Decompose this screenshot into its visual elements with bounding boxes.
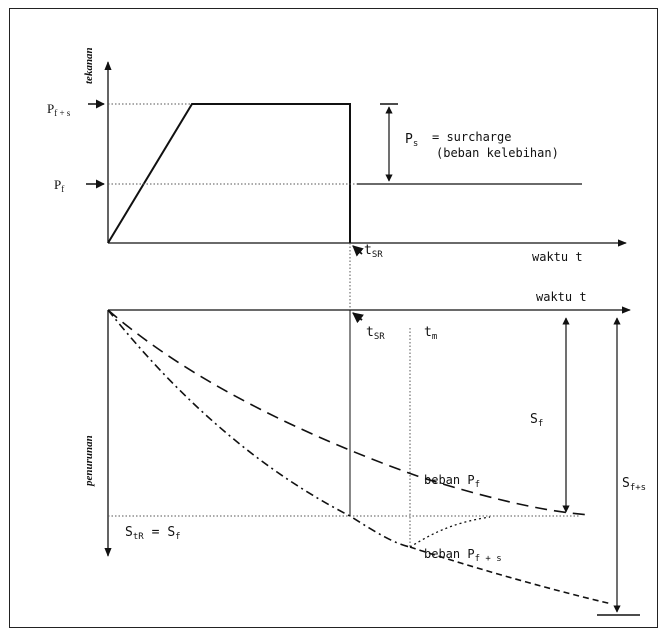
sfs-label: Sf+s	[622, 476, 646, 493]
stR-equals-sf-label: StR = Sf	[125, 525, 181, 542]
tsr-bottom-label: tSR	[366, 325, 385, 342]
ps-label: Ps	[405, 132, 418, 149]
waktu-t-bottom-label: waktu t	[536, 290, 587, 304]
tekanan-axis-label: tekanan	[83, 47, 95, 84]
sf-label: Sf	[530, 412, 543, 429]
pressure-load-line	[107, 103, 351, 244]
surcharge-text-line2: (beban kelebihan)	[436, 146, 559, 160]
rebound-dotted-curve	[409, 516, 491, 548]
pfs-label: Pf + s	[47, 101, 71, 118]
beban-pf-label: beban Pf	[424, 473, 480, 490]
beban-pf-curve	[107, 309, 591, 516]
diagram-frame	[9, 8, 658, 628]
beban-pfs-label: beban Pf + s	[424, 547, 502, 564]
tsr-bottom-pointer	[352, 312, 364, 324]
surcharge-text-line1: = surcharge	[432, 130, 511, 144]
pressure-chart: Pf + s Pf Ps = surcharge (beban kelebiha…	[47, 47, 627, 264]
waktu-t-top-label: waktu t	[532, 250, 583, 264]
beban-pfs-continuation	[409, 546, 613, 605]
tsr-top-pointer	[352, 245, 364, 257]
settlement-chart: waktu t penurunan tSR tm	[83, 290, 646, 616]
beban-pfs-curve	[107, 309, 411, 548]
tsr-top-label: tSR	[364, 243, 383, 260]
penurunan-axis-label: penurunan	[83, 435, 95, 487]
tm-label: tm	[424, 325, 437, 342]
pf-label: Pf	[54, 177, 64, 194]
